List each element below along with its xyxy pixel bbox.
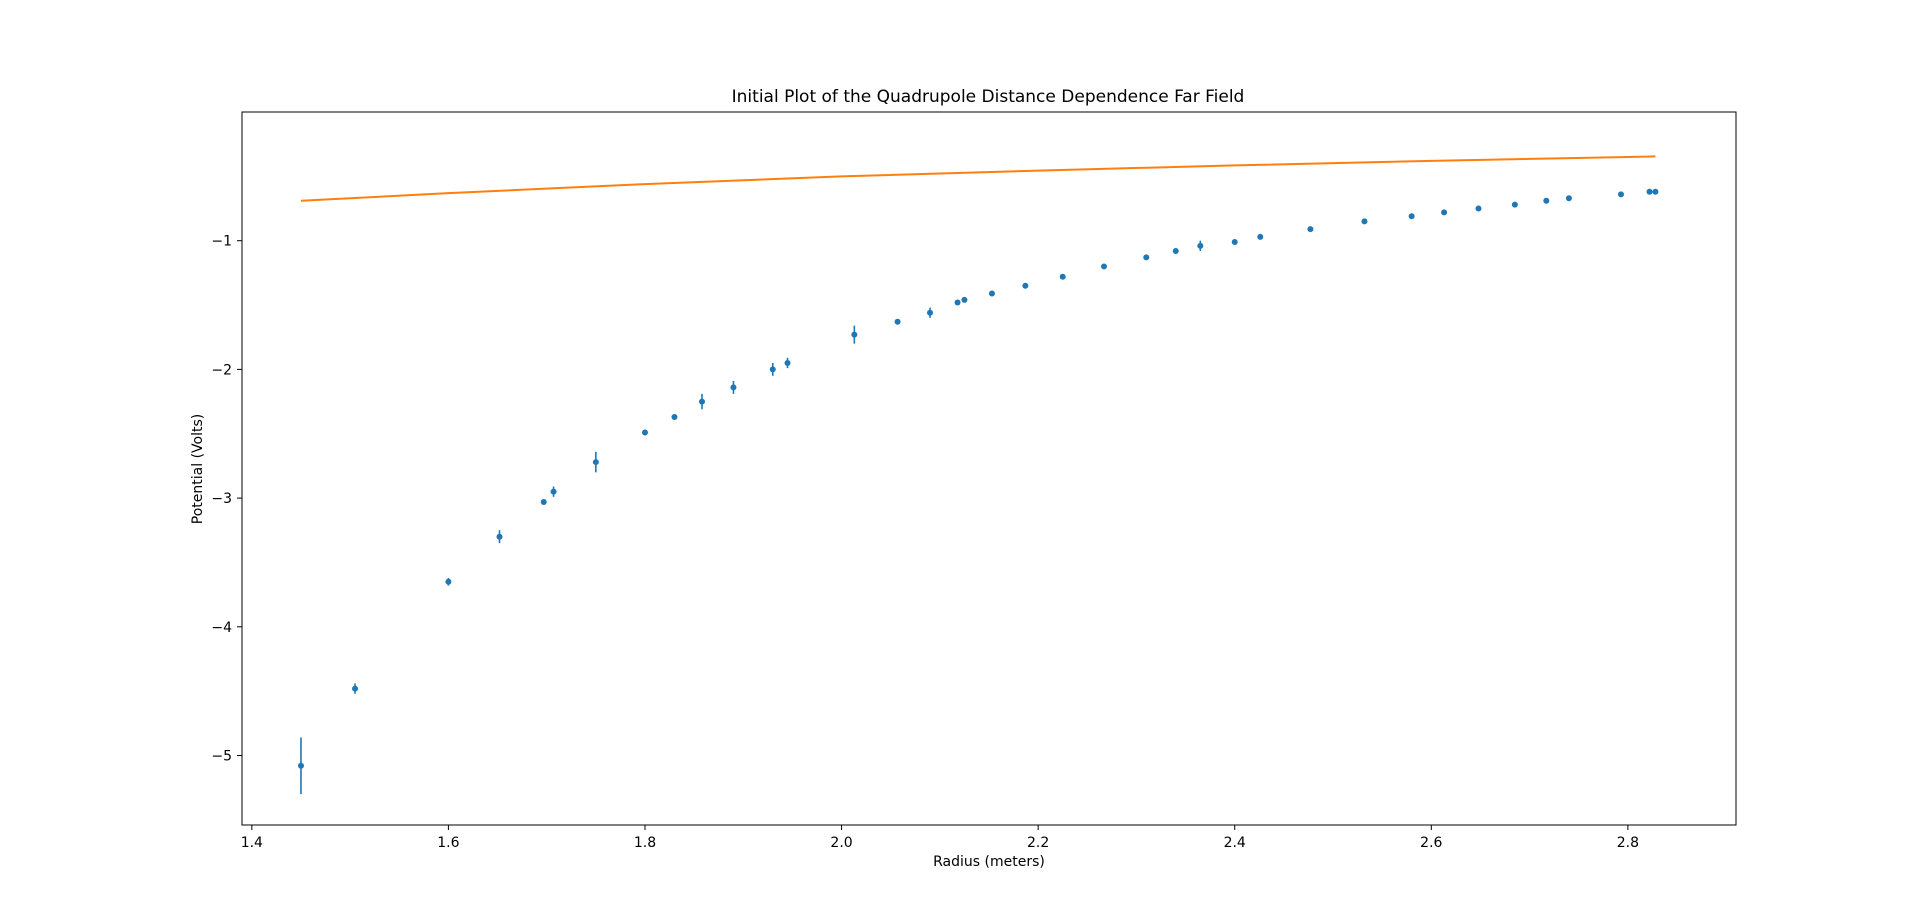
data-point (1511, 201, 1518, 208)
x-tick-label: 2.8 (1617, 835, 1639, 851)
data-point (550, 488, 557, 495)
data-point (671, 414, 678, 421)
fit-line (300, 155, 1656, 202)
data-point (927, 309, 934, 316)
data-point (592, 459, 599, 466)
data-point (698, 398, 705, 405)
data-point (1475, 205, 1482, 212)
y-tick-label: −2 (211, 362, 232, 378)
y-tick-label: −1 (211, 234, 232, 250)
x-tick-label: 1.4 (241, 835, 263, 851)
chart-title: Initial Plot of the Quadrupole Distance … (732, 87, 1245, 107)
data-point (297, 762, 304, 769)
data-point (496, 533, 503, 540)
data-point (784, 359, 791, 366)
y-axis-ticks: −1 −2 −3 −4 −5 (211, 234, 242, 765)
data-point (445, 578, 452, 585)
plot-area (297, 155, 1659, 795)
data-point (961, 296, 968, 303)
x-axis-ticks: 1.4 1.6 1.8 2.0 2.2 2.4 2.6 2.8 (241, 825, 1639, 851)
data-point (1565, 195, 1572, 202)
data-point (1231, 238, 1238, 245)
data-point (1408, 213, 1415, 220)
x-tick-label: 2.2 (1027, 835, 1049, 851)
data-point (641, 429, 648, 436)
data-point (540, 498, 547, 505)
data-point (1059, 273, 1066, 280)
data-point (1361, 218, 1368, 225)
data-point (894, 318, 901, 325)
x-tick-label: 2.4 (1224, 835, 1246, 851)
x-tick-label: 1.6 (437, 835, 459, 851)
data-point (1652, 188, 1659, 195)
data-point (1307, 226, 1314, 233)
y-axis-label: Potential (Volts) (190, 414, 206, 524)
data-point (769, 366, 776, 373)
x-tick-label: 2.6 (1420, 835, 1442, 851)
x-tick-label: 2.0 (830, 835, 852, 851)
data-point (1172, 247, 1179, 254)
data-point (1441, 209, 1448, 216)
data-point (352, 685, 359, 692)
data-point (1022, 282, 1029, 289)
data-point (851, 331, 858, 338)
y-tick-label: −3 (211, 491, 232, 507)
y-tick-label: −5 (211, 749, 232, 765)
x-axis-label: Radius (meters) (933, 854, 1045, 870)
data-point (1100, 263, 1107, 270)
axes-frame (241, 111, 1737, 826)
data-point (988, 290, 995, 297)
data-point (954, 299, 961, 306)
data-point (730, 384, 737, 391)
data-point (1257, 233, 1264, 240)
data-point (1618, 191, 1625, 198)
data-point (1197, 242, 1204, 249)
data-point (1143, 254, 1150, 261)
data-point (1543, 197, 1550, 204)
y-tick-label: −4 (211, 620, 232, 636)
x-tick-label: 1.8 (634, 835, 656, 851)
data-point (1646, 188, 1653, 195)
